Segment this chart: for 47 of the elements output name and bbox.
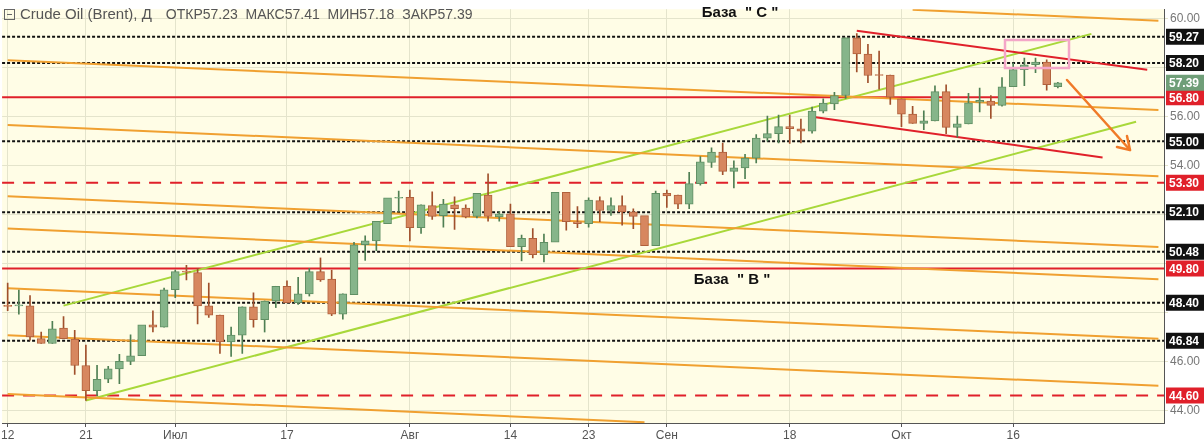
x-tick-label: 21 xyxy=(79,427,93,442)
candlestick xyxy=(919,110,929,131)
candlestick xyxy=(952,115,962,138)
ref-line-label: 53.30 xyxy=(1169,176,1200,191)
ref-line-label: 49.80 xyxy=(1169,261,1200,276)
candlestick xyxy=(550,192,560,243)
x-tick-label: 16 xyxy=(1006,427,1021,442)
ref-line-label: 59.27 xyxy=(1169,30,1200,45)
x-tick-label: 23 xyxy=(581,427,596,442)
candlestick xyxy=(360,235,370,261)
candlestick xyxy=(394,190,404,212)
y-tick-label: 56.00 xyxy=(1170,109,1201,124)
ref-line-label: 44.60 xyxy=(1169,388,1200,403)
y-tick-label: 44.00 xyxy=(1170,402,1201,417)
x-tick-label: Окт xyxy=(891,427,913,442)
annotation: 57.39 xyxy=(1169,76,1200,91)
candlestick xyxy=(796,118,806,144)
ref-line-label: 55.00 xyxy=(1169,134,1200,149)
x-tick-label: Авг xyxy=(400,427,420,442)
ref-line-label: 56.80 xyxy=(1169,90,1200,105)
annotation: База " C " xyxy=(701,3,779,21)
candlestick xyxy=(383,197,392,225)
ref-line-label: 58.20 xyxy=(1169,56,1200,71)
y-tick-label: 60.00 xyxy=(1170,11,1201,26)
ref-line-label: 52.10 xyxy=(1169,205,1200,220)
candlestick xyxy=(14,289,24,315)
candlestick xyxy=(640,215,649,247)
x-tick-label: 12 xyxy=(0,427,15,442)
ref-line-label: 48.40 xyxy=(1169,295,1200,310)
candlestick xyxy=(204,282,214,318)
ref-line-label: 50.48 xyxy=(1169,245,1200,260)
annotation: База " B " xyxy=(693,270,771,288)
x-tick-label: Сен xyxy=(655,427,678,442)
candlestick xyxy=(628,208,638,229)
ref-line-label: 46.84 xyxy=(1169,334,1200,349)
candlestick xyxy=(785,114,795,144)
x-tick-label: 18 xyxy=(783,427,797,442)
candlestick xyxy=(617,195,627,226)
y-tick-label: 54.00 xyxy=(1170,158,1201,173)
chart-title: Crude Oil (Brent), Д xyxy=(20,5,152,23)
x-tick-label: Июл xyxy=(163,427,188,442)
x-tick-label: 14 xyxy=(503,427,518,442)
candlestick xyxy=(986,95,996,119)
candlestick xyxy=(137,324,147,357)
y-tick-label: 46.00 xyxy=(1170,353,1201,368)
x-tick-label: 17 xyxy=(280,427,294,442)
chart-subtitle: ОТКР57.23 МАКС57.41 МИН57.18 ЗАКР57.39 xyxy=(165,5,473,22)
